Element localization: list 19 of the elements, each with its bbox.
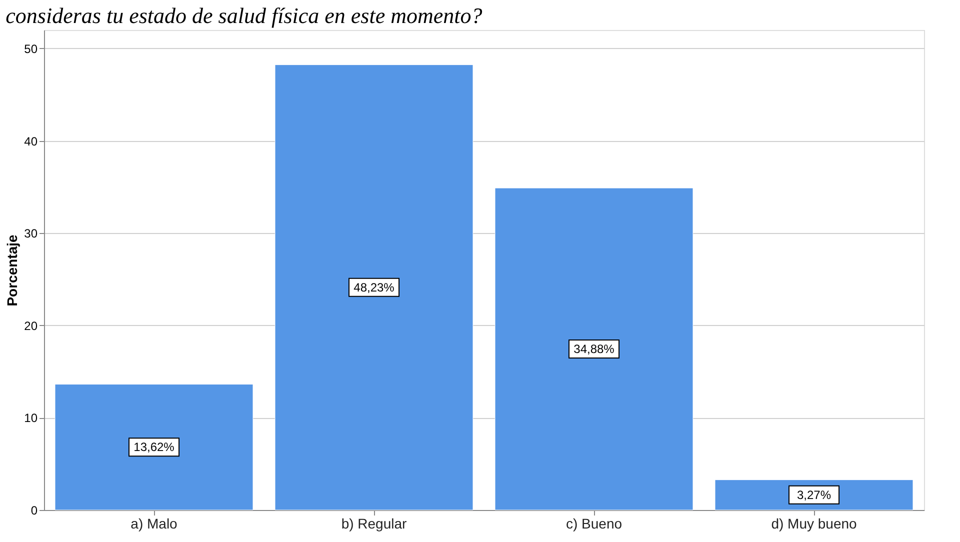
chart-title: consideras tu estado de salud física en este momento? [6, 3, 482, 28]
x-tick-label: a) Malo [130, 516, 178, 532]
y-tick-label: 50 [24, 42, 38, 56]
data-label: 48,23% [354, 280, 395, 294]
bar [54, 384, 254, 510]
y-tick-label: 40 [24, 134, 38, 148]
bar [494, 188, 694, 510]
data-label: 13,62% [134, 440, 175, 454]
bar [274, 64, 474, 510]
data-label: 34,88% [574, 342, 615, 356]
y-tick-label: 10 [24, 411, 38, 426]
y-tick-label: 0 [30, 504, 38, 518]
x-tick-label: d) Muy bueno [771, 516, 858, 532]
y-axis-title: Porcentaje [4, 234, 20, 306]
y-tick-label: 30 [24, 226, 38, 241]
x-tick-label: c) Bueno [566, 516, 622, 532]
y-tick-label: 20 [24, 318, 38, 333]
x-tick-label: b) Regular [341, 516, 408, 532]
data-label: 3,27% [796, 488, 832, 502]
